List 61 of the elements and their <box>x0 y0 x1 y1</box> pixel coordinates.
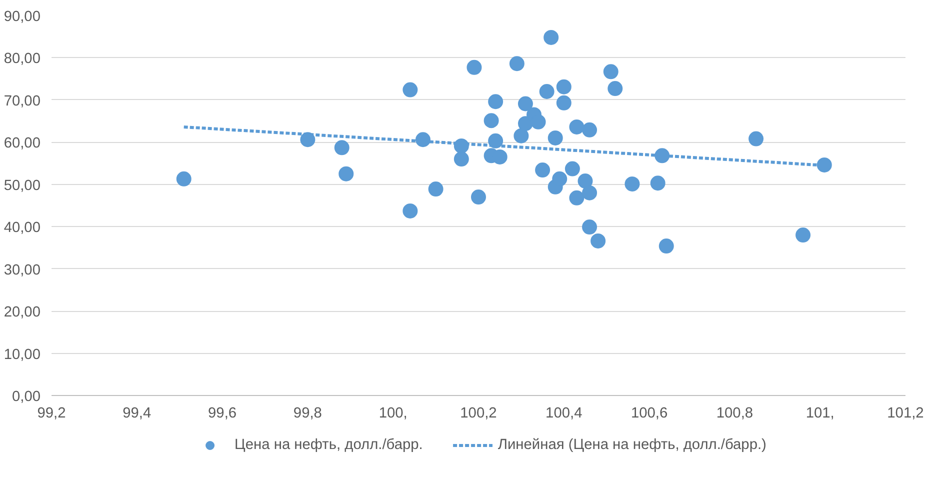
x-tick-label: 100,4 <box>546 406 582 422</box>
point <box>624 176 640 192</box>
x-tick-label: 101, <box>806 406 834 422</box>
point <box>402 82 418 98</box>
point <box>338 166 354 182</box>
point <box>590 233 606 248</box>
point <box>471 190 486 205</box>
y-tick-label: 0,00 <box>12 389 41 405</box>
point <box>603 64 618 80</box>
point <box>518 96 533 112</box>
y-tick-label: 90,00 <box>4 9 41 25</box>
point <box>582 185 598 200</box>
y-tick-label: 30,00 <box>4 262 41 278</box>
point <box>650 176 666 191</box>
point <box>488 94 504 110</box>
point <box>484 113 499 128</box>
x-tick-label: 100,2 <box>460 406 497 422</box>
point <box>564 161 580 176</box>
y-tick-label: 40,00 <box>4 220 41 236</box>
point <box>658 238 674 254</box>
x-tick-label: 99,8 <box>293 406 322 422</box>
point <box>548 130 563 146</box>
point <box>334 140 350 156</box>
point <box>796 228 811 243</box>
x-tick-label: 99,4 <box>122 406 152 422</box>
legend-label: Цена на нефть, долл./барр. <box>234 437 423 453</box>
point <box>544 30 559 45</box>
point <box>539 84 554 99</box>
point <box>578 174 593 188</box>
x-tick-label: 100, <box>378 406 408 422</box>
point <box>608 81 623 96</box>
point <box>556 79 572 94</box>
y-tick-label: 70,00 <box>4 93 41 110</box>
x-tick-label: 99,2 <box>37 406 66 422</box>
y-tick-label: 10,00 <box>4 346 41 363</box>
point <box>582 122 598 138</box>
y-tick-label: 50,00 <box>4 178 41 194</box>
y-tick-label: 60,00 <box>4 136 41 152</box>
point <box>509 56 524 72</box>
point <box>514 128 529 144</box>
point <box>816 157 832 172</box>
point <box>530 114 546 130</box>
point <box>428 182 444 197</box>
x-tick-label: 100,6 <box>630 406 668 422</box>
point <box>454 152 469 167</box>
x-tick-label: 101,2 <box>887 406 924 422</box>
point <box>569 119 584 134</box>
legend-label: Линейная (Цена на нефть, долл./барр.) <box>498 437 766 453</box>
point <box>535 162 550 178</box>
y-tick-label: 80,00 <box>4 51 41 68</box>
x-tick-label: 99,6 <box>208 406 237 422</box>
point <box>176 171 192 186</box>
y-tick-label: 20,00 <box>4 304 41 321</box>
point <box>402 204 418 218</box>
point <box>748 131 764 146</box>
point <box>552 171 568 186</box>
point <box>569 190 584 206</box>
point <box>556 95 572 110</box>
point <box>466 60 482 75</box>
point <box>582 220 598 235</box>
x-tick-label: 100,8 <box>716 406 754 422</box>
